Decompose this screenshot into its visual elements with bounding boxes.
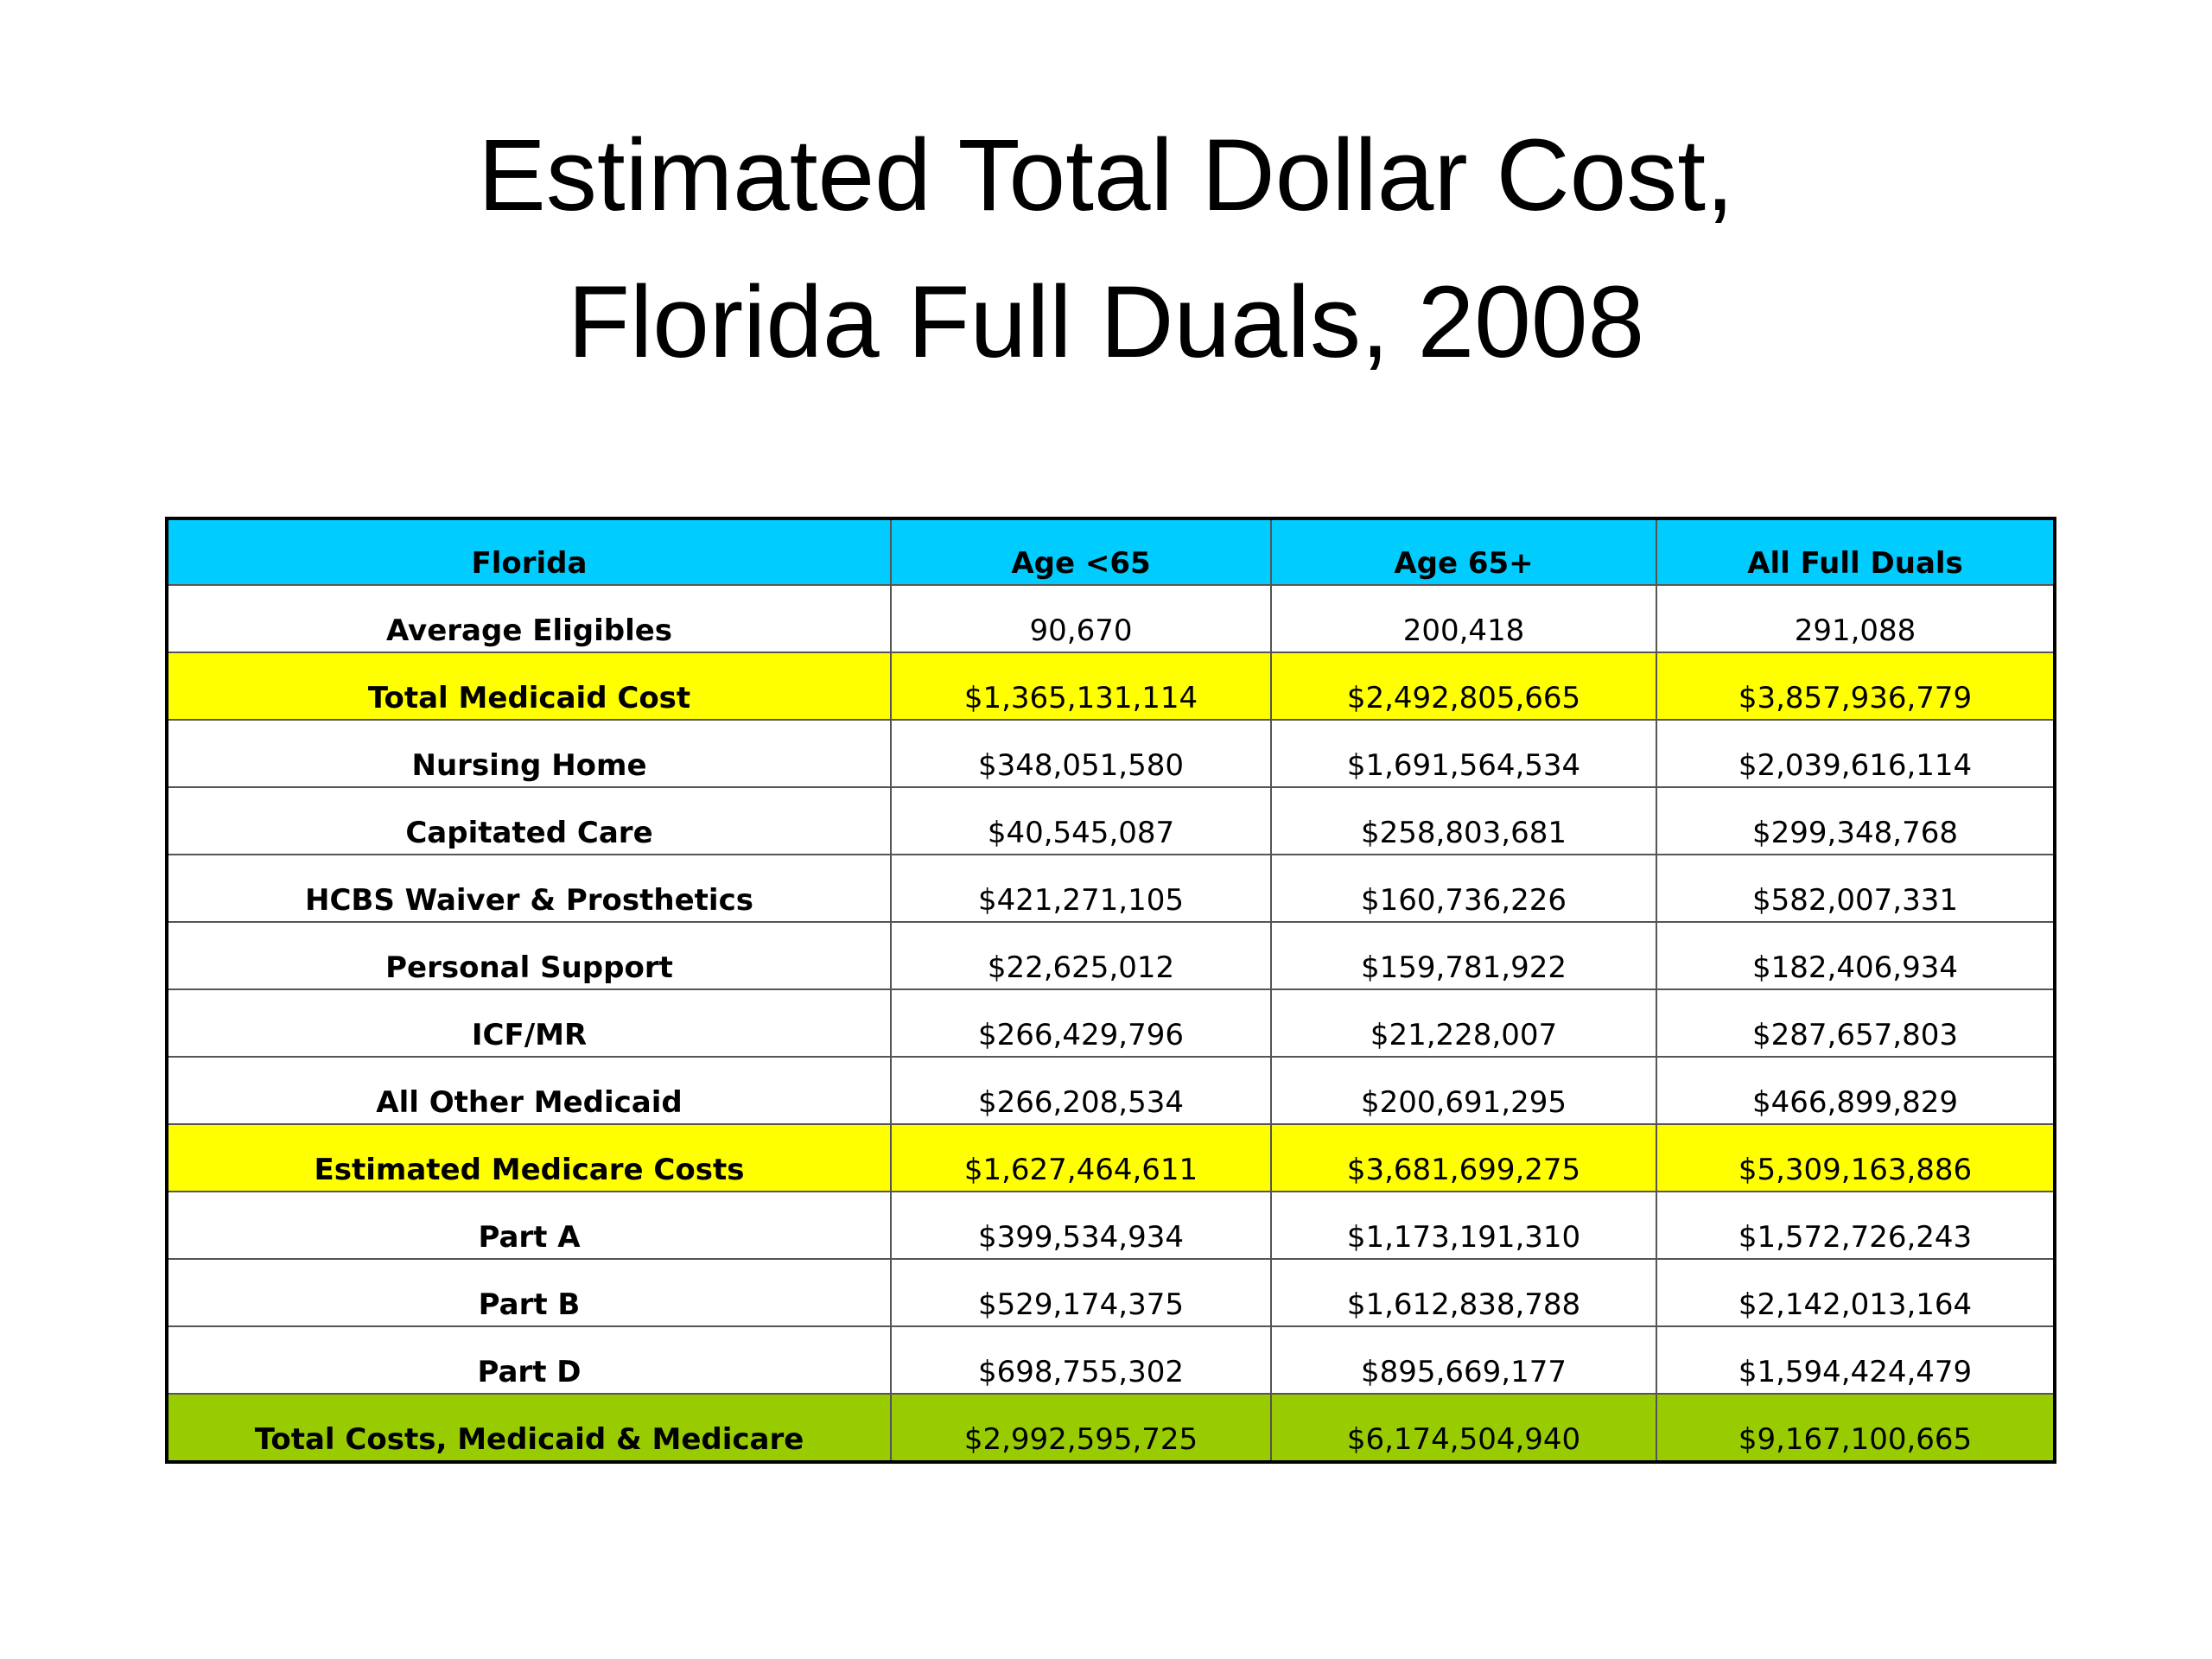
- row-label: Average Eligibles: [166, 584, 892, 653]
- cell-age-under-65: $399,534,934: [890, 1191, 1272, 1260]
- table-row: Part B $529,174,375 $1,612,838,788 $2,142,0…: [166, 1258, 2056, 1327]
- cell-age-65-plus: $1,612,838,788: [1270, 1258, 1657, 1327]
- column-header-age-65-plus: Age 65+: [1270, 518, 1657, 586]
- slide-title: Estimated Total Dollar Cost, Florida Ful…: [0, 102, 2212, 396]
- cell-all-full-duals: $1,594,424,479: [1656, 1325, 2056, 1395]
- cell-all-full-duals: $5,309,163,886: [1656, 1123, 2056, 1192]
- table-row: Total Medicaid Cost $1,365,131,114 $2,492,…: [166, 652, 2056, 721]
- cell-all-full-duals: $2,039,616,114: [1656, 719, 2056, 788]
- row-label: Part A: [166, 1191, 892, 1260]
- row-label: ICF/MR: [166, 988, 892, 1058]
- table-header-row: Florida Age <65 Age 65+ All Full Duals: [166, 518, 2056, 586]
- row-label: Part D: [166, 1325, 892, 1395]
- row-label: Personal Support: [166, 921, 892, 990]
- row-label: All Other Medicaid: [166, 1056, 892, 1125]
- column-header-all-full-duals: All Full Duals: [1656, 518, 2056, 586]
- row-label: Total Medicaid Cost: [166, 652, 892, 721]
- cell-all-full-duals: $1,572,726,243: [1656, 1191, 2056, 1260]
- table-row: All Other Medicaid $266,208,534 $200,691,2…: [166, 1056, 2056, 1125]
- table-row: Part D $698,755,302 $895,669,177 $1,594,424…: [166, 1325, 2056, 1395]
- cell-age-under-65: $529,174,375: [890, 1258, 1272, 1327]
- row-label: HCBS Waiver & Prosthetics: [166, 854, 892, 923]
- cell-age-under-65: $266,208,534: [890, 1056, 1272, 1125]
- cell-age-under-65: $1,627,464,611: [890, 1123, 1272, 1192]
- cell-all-full-duals: $2,142,013,164: [1656, 1258, 2056, 1327]
- cell-age-under-65: $40,545,087: [890, 786, 1272, 855]
- cell-all-full-duals: $182,406,934: [1656, 921, 2056, 990]
- table-row: HCBS Waiver & Prosthetics $421,271,105 $16…: [166, 854, 2056, 923]
- cell-all-full-duals: $582,007,331: [1656, 854, 2056, 923]
- cell-all-full-duals: $3,857,936,779: [1656, 652, 2056, 721]
- table-row: ICF/MR $266,429,796 $21,228,007 $287,657,80…: [166, 988, 2056, 1058]
- cell-age-under-65: $698,755,302: [890, 1325, 1272, 1395]
- cell-age-under-65: $22,625,012: [890, 921, 1272, 990]
- cell-age-under-65: $266,429,796: [890, 988, 1272, 1058]
- cost-table-container: Florida Age <65 Age 65+ All Full Duals A…: [165, 517, 2056, 1464]
- cell-age-under-65: $421,271,105: [890, 854, 1272, 923]
- cell-all-full-duals: 291,088: [1656, 584, 2056, 653]
- table-row: Personal Support $22,625,012 $159,781,922 $…: [166, 921, 2056, 990]
- cell-age-65-plus: $6,174,504,940: [1270, 1393, 1657, 1463]
- cost-table: Florida Age <65 Age 65+ All Full Duals A…: [165, 517, 2056, 1464]
- slide-title-line-2: Florida Full Duals, 2008: [567, 265, 1645, 379]
- cell-all-full-duals: $299,348,768: [1656, 786, 2056, 855]
- cell-all-full-duals: $287,657,803: [1656, 988, 2056, 1058]
- table-body: Average Eligibles 90,670 200,418 291,088 Tot…: [166, 584, 2056, 1463]
- cell-age-65-plus: $1,173,191,310: [1270, 1191, 1657, 1260]
- cell-age-65-plus: $21,228,007: [1270, 988, 1657, 1058]
- cell-age-65-plus: $258,803,681: [1270, 786, 1657, 855]
- cell-all-full-duals: $9,167,100,665: [1656, 1393, 2056, 1463]
- slide-title-line-1: Estimated Total Dollar Cost,: [478, 118, 1734, 232]
- cell-age-65-plus: $1,691,564,534: [1270, 719, 1657, 788]
- row-label: Nursing Home: [166, 719, 892, 788]
- column-header-age-under-65: Age <65: [890, 518, 1272, 586]
- cell-all-full-duals: $466,899,829: [1656, 1056, 2056, 1125]
- cell-age-65-plus: $159,781,922: [1270, 921, 1657, 990]
- table-row: Part A $399,534,934 $1,173,191,310 $1,572,7…: [166, 1191, 2056, 1260]
- table-row: Total Costs, Medicaid & Medicare $2,992,5…: [166, 1393, 2056, 1463]
- column-header-florida: Florida: [166, 518, 892, 586]
- row-label: Part B: [166, 1258, 892, 1327]
- table-row: Capitated Care $40,545,087 $258,803,681 $29…: [166, 786, 2056, 855]
- cell-age-65-plus: $200,691,295: [1270, 1056, 1657, 1125]
- cell-age-65-plus: 200,418: [1270, 584, 1657, 653]
- cell-age-65-plus: $895,669,177: [1270, 1325, 1657, 1395]
- cell-age-65-plus: $3,681,699,275: [1270, 1123, 1657, 1192]
- row-label: Total Costs, Medicaid & Medicare: [166, 1393, 892, 1463]
- cell-age-under-65: $348,051,580: [890, 719, 1272, 788]
- cell-age-65-plus: $160,736,226: [1270, 854, 1657, 923]
- table-row: Average Eligibles 90,670 200,418 291,088: [166, 584, 2056, 653]
- table-row: Nursing Home $348,051,580 $1,691,564,534 $2…: [166, 719, 2056, 788]
- row-label: Estimated Medicare Costs: [166, 1123, 892, 1192]
- cell-age-under-65: 90,670: [890, 584, 1272, 653]
- row-label: Capitated Care: [166, 786, 892, 855]
- cell-age-under-65: $2,992,595,725: [890, 1393, 1272, 1463]
- cell-age-under-65: $1,365,131,114: [890, 652, 1272, 721]
- table-row: Estimated Medicare Costs $1,627,464,611 $3…: [166, 1123, 2056, 1192]
- cell-age-65-plus: $2,492,805,665: [1270, 652, 1657, 721]
